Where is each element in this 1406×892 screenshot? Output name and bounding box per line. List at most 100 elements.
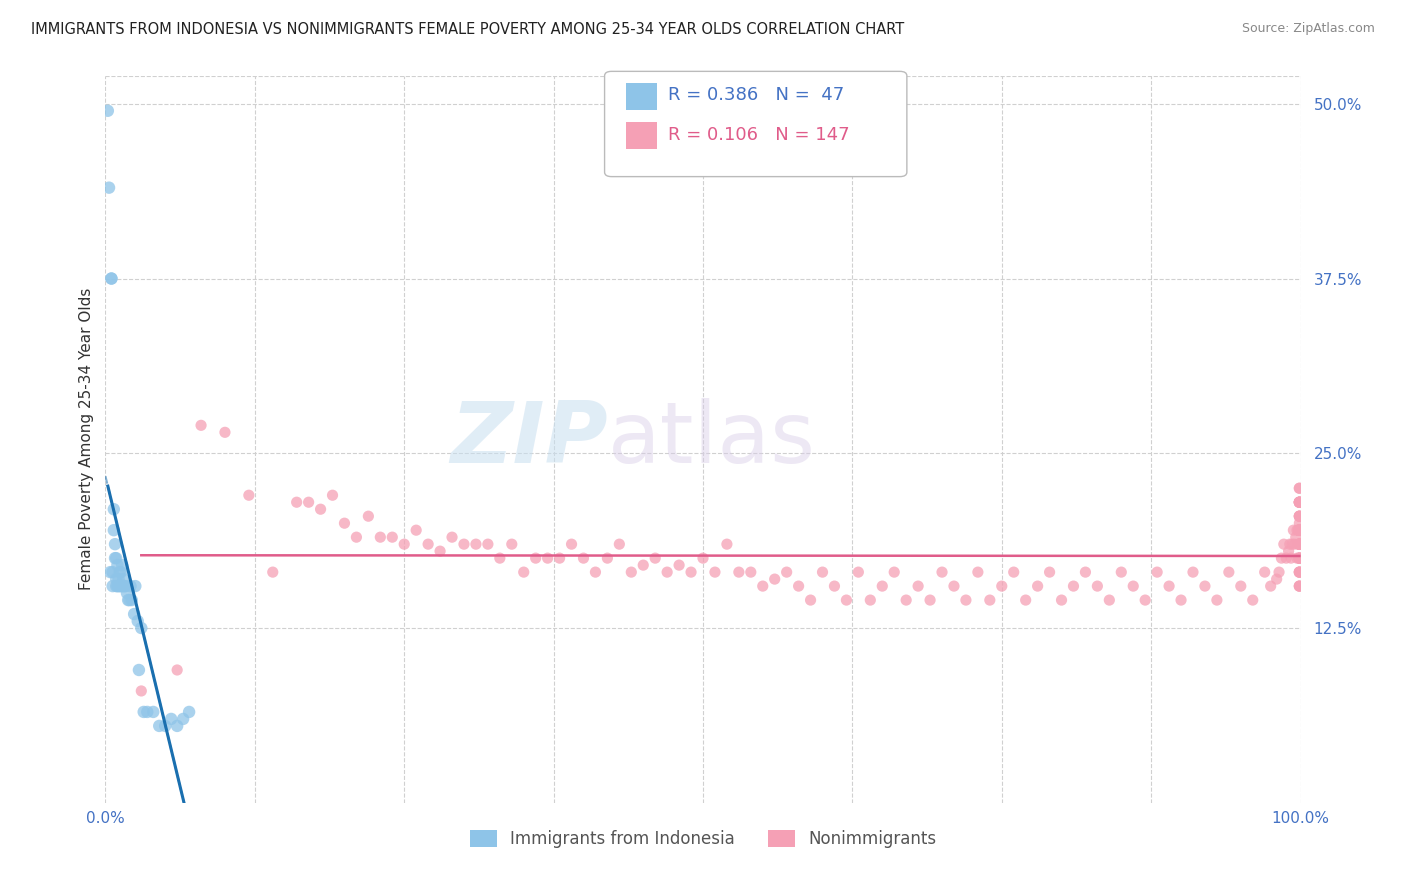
Point xyxy=(100,271,122,285)
Point xyxy=(429,544,451,558)
Point xyxy=(129,621,153,635)
Point xyxy=(896,593,918,607)
Point xyxy=(607,537,630,551)
Point xyxy=(644,551,666,566)
Point xyxy=(357,509,380,524)
Point xyxy=(1288,551,1310,566)
Point xyxy=(1288,551,1310,566)
Point xyxy=(1288,495,1310,509)
Point xyxy=(114,579,136,593)
Point xyxy=(1133,593,1156,607)
Point xyxy=(1229,579,1251,593)
Point xyxy=(105,579,128,593)
Legend: Immigrants from Indonesia, Nonimmigrants: Immigrants from Indonesia, Nonimmigrants xyxy=(461,822,945,856)
Point xyxy=(1218,565,1240,579)
Point xyxy=(121,593,143,607)
Point xyxy=(1288,509,1310,524)
Point xyxy=(238,488,260,502)
Point xyxy=(835,593,858,607)
Point xyxy=(101,565,124,579)
Point xyxy=(100,271,122,285)
Point xyxy=(115,586,138,600)
Point xyxy=(1050,593,1073,607)
Point xyxy=(1254,565,1277,579)
Point xyxy=(489,551,512,566)
Point xyxy=(979,593,1001,607)
Point xyxy=(1270,551,1292,566)
Point xyxy=(128,663,150,677)
Point xyxy=(104,551,127,566)
Point xyxy=(148,719,170,733)
Point xyxy=(464,537,488,551)
Point xyxy=(692,551,714,566)
Point xyxy=(859,593,882,607)
Point xyxy=(1288,523,1310,537)
Point xyxy=(381,530,404,544)
Text: Source: ZipAtlas.com: Source: ZipAtlas.com xyxy=(1241,22,1375,36)
Point xyxy=(990,579,1012,593)
Point xyxy=(1288,537,1310,551)
Point xyxy=(309,502,332,516)
Point xyxy=(907,579,929,593)
Point xyxy=(1194,579,1216,593)
Point xyxy=(1288,537,1310,551)
Point xyxy=(883,565,905,579)
Point xyxy=(536,551,558,566)
Point xyxy=(214,425,236,440)
Point xyxy=(524,551,547,566)
Point xyxy=(166,663,188,677)
Point xyxy=(1111,565,1133,579)
Point xyxy=(107,558,129,573)
Point xyxy=(172,712,194,726)
Point xyxy=(1074,565,1097,579)
Point xyxy=(1288,523,1310,537)
Point xyxy=(160,712,183,726)
Point xyxy=(548,551,571,566)
Point xyxy=(107,579,129,593)
Point xyxy=(1275,551,1298,566)
Point xyxy=(1288,523,1310,537)
Point xyxy=(620,565,643,579)
Point xyxy=(1268,565,1291,579)
Point xyxy=(1288,495,1310,509)
Point xyxy=(368,530,391,544)
Point xyxy=(1272,537,1295,551)
Point xyxy=(333,516,356,531)
Point xyxy=(166,719,188,733)
Point xyxy=(346,530,368,544)
Point xyxy=(392,537,416,551)
Point xyxy=(1288,495,1310,509)
Point xyxy=(1026,579,1049,593)
Point xyxy=(1286,523,1309,537)
Point xyxy=(1288,523,1310,537)
Point xyxy=(112,572,135,586)
Text: R = 0.386   N =  47: R = 0.386 N = 47 xyxy=(668,87,844,104)
Point xyxy=(98,565,121,579)
Point xyxy=(298,495,321,509)
Point xyxy=(1288,509,1310,524)
Point xyxy=(110,565,132,579)
Point xyxy=(668,558,690,573)
Point xyxy=(1288,537,1310,551)
Point xyxy=(1038,565,1062,579)
Point xyxy=(1288,579,1310,593)
Point xyxy=(103,502,125,516)
Point xyxy=(1288,523,1310,537)
Point xyxy=(114,579,136,593)
Point xyxy=(931,565,953,579)
Point xyxy=(1288,495,1310,509)
Point xyxy=(321,488,344,502)
Point xyxy=(453,537,475,551)
Point xyxy=(513,565,536,579)
Point xyxy=(704,565,727,579)
Point xyxy=(1288,509,1310,524)
Point xyxy=(1288,537,1310,551)
Point xyxy=(1288,579,1310,593)
Point xyxy=(787,579,810,593)
Point xyxy=(1288,551,1310,566)
Y-axis label: Female Poverty Among 25-34 Year Olds: Female Poverty Among 25-34 Year Olds xyxy=(79,288,94,591)
Point xyxy=(1002,565,1025,579)
Point xyxy=(728,565,751,579)
Point xyxy=(1085,579,1108,593)
Point xyxy=(104,537,127,551)
